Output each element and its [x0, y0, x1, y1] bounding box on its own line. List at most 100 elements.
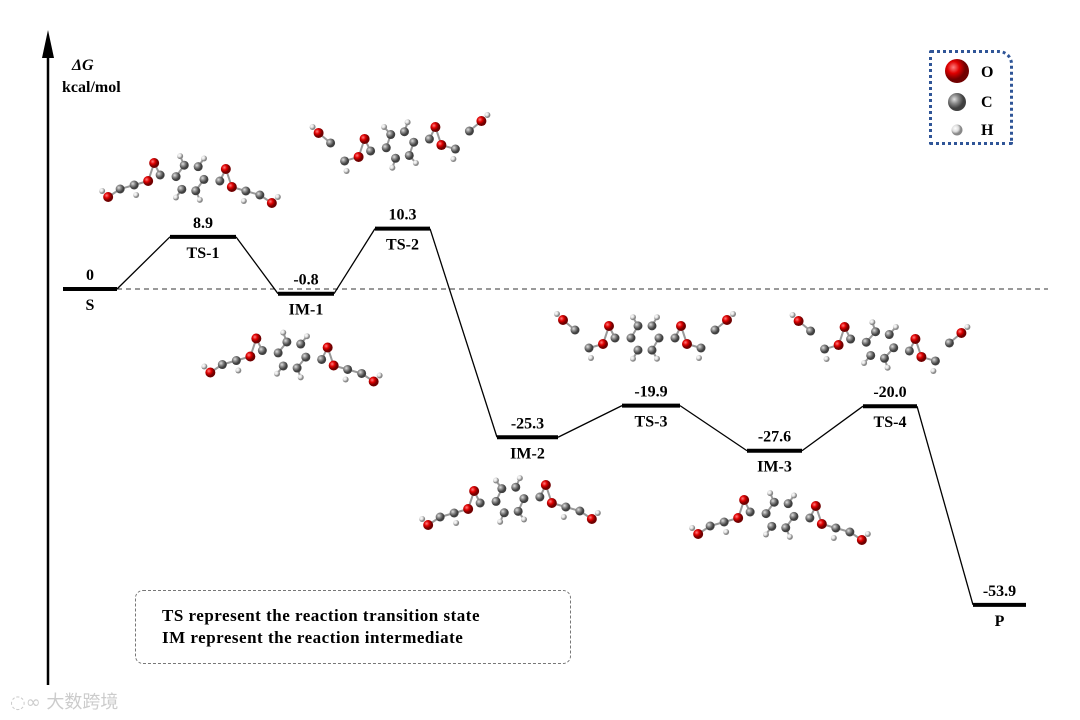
- carbon-atom-icon: [231, 356, 241, 366]
- oxygen-atom-icon: [322, 342, 333, 353]
- carbon-atom-icon: [475, 498, 485, 508]
- carbon-atom-icon: [633, 321, 643, 331]
- hydrogen-atom-icon: [630, 314, 636, 321]
- oxygen-atom-icon: [793, 316, 804, 327]
- hydrogen-atom-icon: [389, 164, 396, 171]
- oxygen-atom-icon: [266, 197, 277, 208]
- hydrogen-atom-icon: [861, 359, 868, 366]
- carbon-atom-icon: [193, 162, 203, 172]
- value-label: -19.9: [634, 384, 667, 401]
- hydrogen-atom-icon: [654, 355, 660, 362]
- hydrogen-atom-icon: [381, 124, 388, 131]
- oxygen-atom-icon: [423, 519, 434, 530]
- carbon-atom-icon: [561, 502, 571, 512]
- hydrogen-atom-icon: [869, 319, 876, 326]
- carbon-atom-icon: [831, 523, 841, 533]
- oxygen-atom-icon: [676, 321, 686, 331]
- hydrogen-atom-icon: [492, 477, 499, 484]
- carbon-atom-icon: [930, 356, 940, 366]
- carbon-atom-icon: [191, 186, 201, 196]
- oxygen-atom-icon: [359, 133, 370, 144]
- oxygen-atom-icon: [103, 192, 114, 203]
- carbon-atom-icon: [343, 364, 353, 374]
- oxygen-atom-icon: [245, 351, 256, 362]
- y-axis-arrow: [42, 30, 54, 58]
- carbon-atom-icon: [861, 337, 871, 347]
- carbon-atom-icon: [217, 360, 227, 370]
- connector-line: [916, 406, 974, 606]
- hydrogen-atom-icon: [823, 356, 830, 363]
- value-label: -20.0: [873, 384, 906, 401]
- hydrogen-atom-icon: [303, 333, 310, 340]
- oxygen-atom-icon: [693, 529, 704, 540]
- state-label: TS-4: [874, 414, 907, 431]
- carbon-atom-icon: [424, 134, 434, 144]
- molecule-structure: [689, 490, 871, 545]
- hydrogen-atom-icon: [864, 530, 871, 537]
- carbon-atom-icon: [866, 350, 876, 360]
- connector-line: [801, 405, 864, 452]
- carbon-atom-icon: [215, 176, 225, 186]
- carbon-atom-icon: [575, 506, 585, 516]
- hydrogen-atom-icon: [560, 514, 567, 521]
- note-line-ts: TS represent the reaction transition sta…: [162, 606, 480, 625]
- carbon-atom-icon: [519, 494, 529, 504]
- hydrogen-atom-icon: [516, 475, 523, 482]
- carbon-atom-icon: [535, 492, 545, 502]
- carbon-atom-icon: [871, 327, 881, 337]
- hydrogen-atom-icon: [309, 123, 316, 130]
- carbon-atom-icon: [806, 326, 816, 336]
- oxygen-atom-icon: [353, 151, 364, 162]
- carbon-atom-icon: [199, 174, 209, 184]
- carbon-atom-icon: [296, 339, 306, 349]
- hydrogen-atom-icon: [274, 370, 281, 377]
- hydrogen-atom-icon: [786, 533, 793, 540]
- hydrogen-atom-icon: [342, 376, 349, 383]
- carbon-atom-icon: [719, 517, 729, 527]
- value-label: -53.9: [983, 583, 1016, 600]
- oxygen-atom-icon: [816, 518, 827, 529]
- molecule-structure: [309, 112, 491, 174]
- carbon-atom-icon: [257, 346, 267, 356]
- oxygen-atom-icon: [463, 503, 474, 514]
- hydrogen-atom-icon: [930, 367, 937, 374]
- oxygen-atom-icon: [476, 116, 487, 127]
- oxygen-atom-icon: [916, 351, 927, 362]
- hydrogen-atom-icon: [588, 355, 594, 361]
- oxygen-atom-icon: [839, 322, 850, 333]
- carbon-atom-icon: [781, 523, 791, 533]
- carbon-atom-icon: [584, 343, 594, 353]
- carbon-atom-icon: [805, 513, 815, 523]
- hydrogen-atom-icon: [497, 518, 504, 525]
- hydrogen-atom-icon: [654, 314, 660, 321]
- carbon-atom-icon: [273, 348, 283, 358]
- hydrogen-atom-icon: [830, 534, 837, 541]
- state-label: IM-1: [289, 302, 324, 319]
- hydrogen-atom-icon: [791, 492, 798, 499]
- connector-line: [557, 405, 623, 438]
- state-label: IM-2: [510, 445, 545, 462]
- carbon-atom-icon: [497, 484, 507, 494]
- hydrogen-atom-icon: [453, 519, 460, 526]
- axis-unit: kcal/mol: [62, 79, 121, 96]
- carbon-atom-icon: [696, 343, 706, 353]
- hydrogen-atom-icon: [450, 156, 457, 163]
- hydrogen-atom-icon: [723, 529, 730, 536]
- carbon-atom-icon: [399, 127, 409, 137]
- hydrogen-atom-icon: [696, 355, 702, 361]
- value-label: 8.9: [193, 215, 213, 232]
- hydrogen-atom-icon: [554, 311, 560, 317]
- hydrogen-atom-icon: [419, 515, 426, 522]
- oxygen-atom-icon: [328, 360, 339, 371]
- carbon-atom-icon: [654, 333, 664, 343]
- oxygen-atom-icon: [220, 163, 231, 174]
- carbon-atom-icon: [511, 482, 521, 492]
- carbon-atom-icon: [647, 345, 657, 355]
- oxygen-atom-icon: [143, 176, 154, 187]
- legend-label-o: O: [981, 64, 993, 81]
- carbon-atom-icon: [570, 325, 580, 335]
- connector-line: [333, 228, 376, 295]
- carbon-atom-icon: [464, 126, 474, 136]
- oxygen-atom-icon: [810, 500, 821, 511]
- carbon-atom-icon: [513, 506, 523, 516]
